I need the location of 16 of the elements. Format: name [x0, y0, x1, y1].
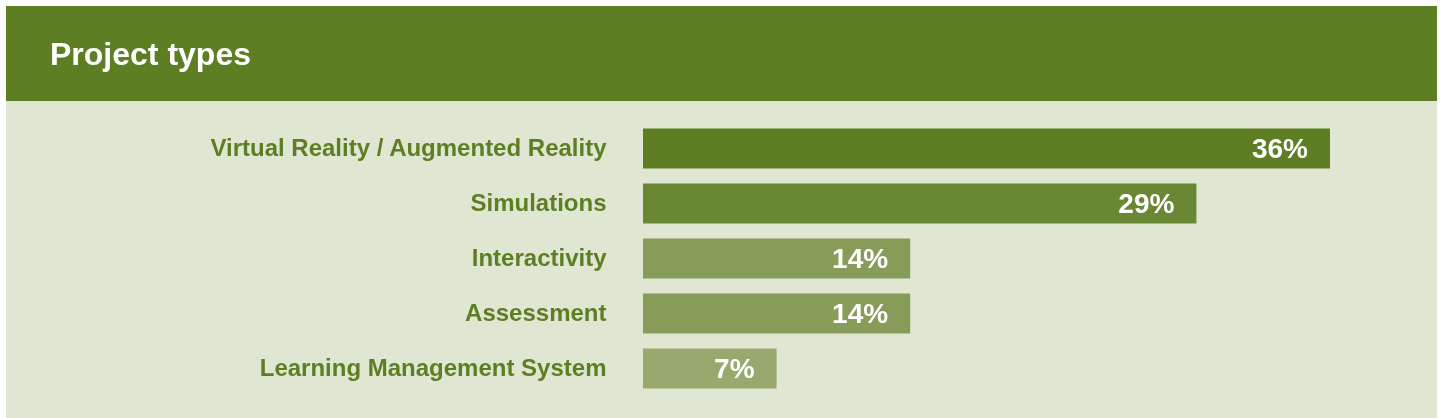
bar [643, 183, 1197, 224]
y-tick-label: Simulations [470, 188, 607, 216]
bar [643, 238, 911, 279]
y-tick-label: Learning Management System [259, 353, 607, 381]
bar [643, 293, 911, 334]
data-label: 7% [714, 352, 755, 384]
y-tick-label: Assessment [465, 298, 607, 326]
y-tick-label: Virtual Reality / Augmented Reality [210, 133, 608, 161]
y-tick-label: Interactivity [471, 243, 608, 271]
data-label: 29% [1118, 187, 1175, 219]
data-label: 14% [832, 297, 889, 329]
bar [643, 128, 1330, 169]
bar [643, 348, 777, 389]
data-label: 36% [1251, 132, 1309, 164]
data-label: 14% [832, 242, 889, 274]
text: Project types [50, 36, 251, 73]
